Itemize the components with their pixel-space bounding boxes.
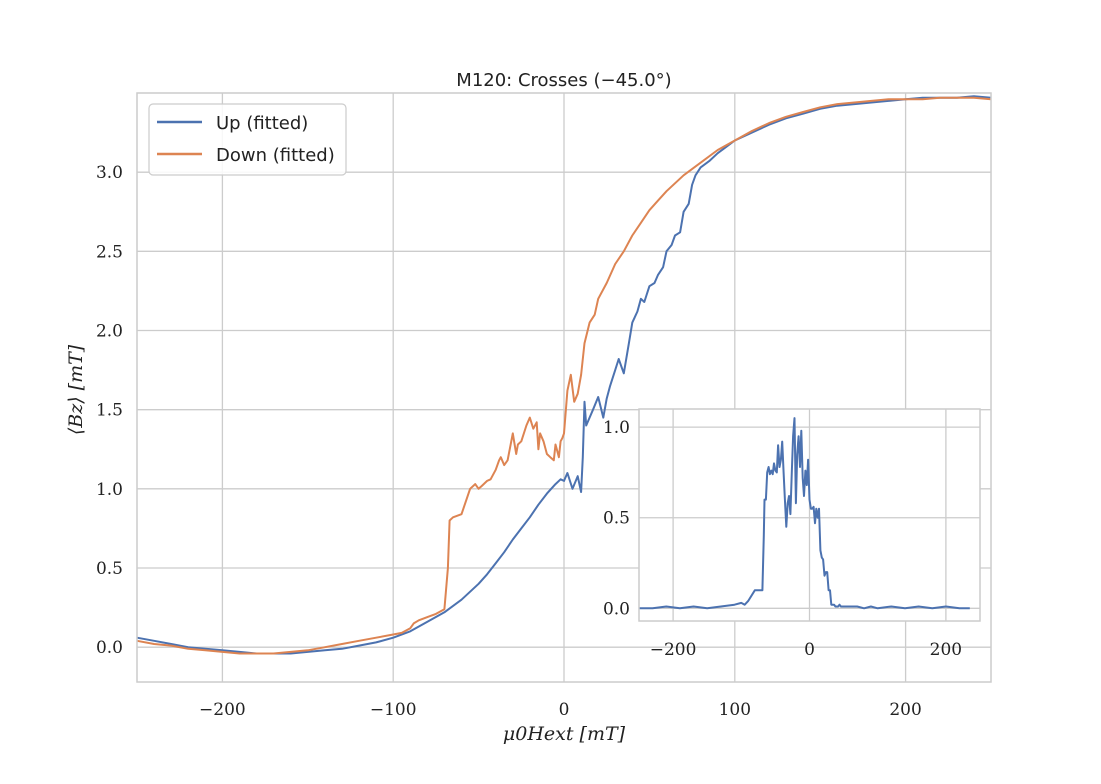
main-x-tick-label: 200 bbox=[889, 700, 921, 720]
inset-x-tick-label: 0 bbox=[804, 640, 815, 660]
main-y-tick-label: 0.0 bbox=[96, 638, 123, 658]
legend: Up (fitted) Down (fitted) bbox=[148, 103, 347, 176]
inset-x-tick-label: 200 bbox=[930, 640, 962, 660]
main-y-tick-label: 2.0 bbox=[96, 321, 123, 341]
main-x-tick-label: −100 bbox=[370, 700, 417, 720]
main-x-tick-label: −200 bbox=[199, 700, 246, 720]
inset-y-tick-label: 0.5 bbox=[603, 509, 630, 529]
main-plot-frame bbox=[136, 92, 992, 683]
inset-y-tick-label: 0.0 bbox=[603, 599, 630, 619]
inset-y-tick-label: 1.0 bbox=[603, 418, 630, 438]
y-axis-label: ⟨Bz⟩ [mT] bbox=[65, 344, 87, 435]
main-grid bbox=[137, 93, 991, 682]
legend-label-up: Up (fitted) bbox=[216, 113, 308, 134]
main-series-lines bbox=[136, 95, 992, 655]
main-y-tick-label: 2.5 bbox=[96, 242, 123, 262]
main-y-tick-label: 0.5 bbox=[96, 559, 123, 579]
main-y-tick-labels: 0.0 0.5 1.0 1.5 2.0 2.5 3.0 bbox=[96, 163, 123, 658]
inset-x-tick-labels: −200 0 200 bbox=[650, 640, 962, 660]
inset-x-tick-label: −200 bbox=[650, 640, 697, 660]
x-axis-label: μ0Hext [mT] bbox=[503, 723, 626, 745]
legend-label-down: Down (fitted) bbox=[216, 145, 335, 166]
main-y-tick-label: 1.5 bbox=[96, 401, 123, 421]
main-x-tick-label: 0 bbox=[559, 700, 570, 720]
inset-y-tick-labels: 0.0 0.5 1.0 bbox=[603, 418, 630, 619]
main-y-tick-label: 3.0 bbox=[96, 163, 123, 183]
inset-grid bbox=[639, 409, 980, 621]
main-series-up bbox=[136, 95, 992, 655]
main-series-down bbox=[136, 96, 992, 655]
inset-chart: −200 0 200 0.0 0.5 1.0 bbox=[603, 408, 981, 660]
inset-series-line bbox=[639, 417, 970, 610]
inset-series-line bbox=[639, 417, 970, 610]
inset-frame bbox=[638, 408, 981, 622]
main-x-tick-labels: −200 −100 0 100 200 bbox=[199, 700, 922, 720]
main-x-tick-label: 100 bbox=[719, 700, 751, 720]
main-y-tick-label: 1.0 bbox=[96, 480, 123, 500]
chart-title: M120: Crosses (−45.0°) bbox=[456, 70, 671, 91]
